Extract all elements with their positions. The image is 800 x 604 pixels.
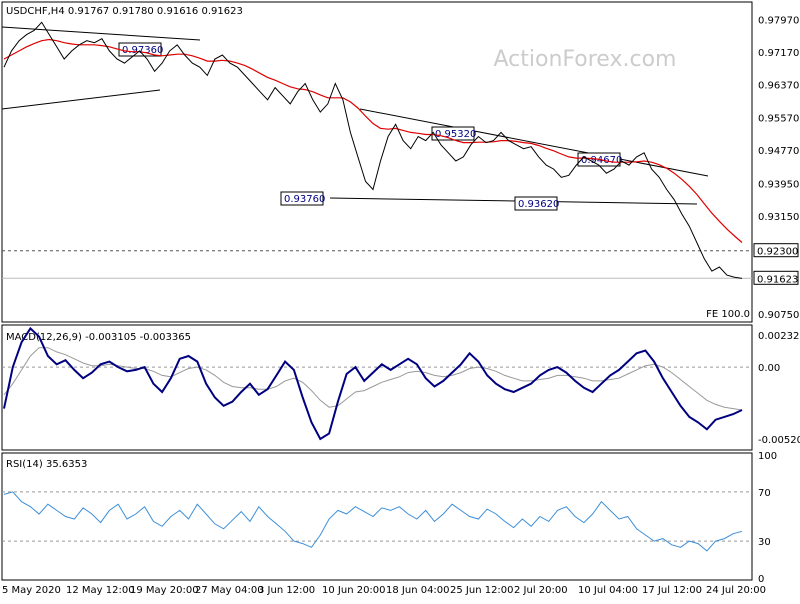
y-tick-label: 0.96370 — [758, 81, 799, 92]
annotation-0-93760: 0.93760 — [280, 191, 325, 206]
price-line — [3, 21, 743, 279]
watermark: ActionForex.com — [494, 47, 677, 72]
current-price-box — [753, 270, 799, 285]
level-price-label: 0.92300 — [757, 247, 798, 258]
rsi-title: RSI(14) 35.6353 — [6, 459, 87, 470]
macd-line — [3, 326, 743, 441]
price-y-axis: 0.97970 0.97170 0.96370 0.95570 0.94770 … — [758, 16, 799, 321]
annotation-0-95320: 0.95320 — [431, 126, 476, 141]
descending-trendline — [359, 108, 709, 177]
x-tick-label: 24 Jul 20:00 — [706, 585, 766, 596]
current-price-label: 0.91623 — [757, 274, 798, 285]
fe-label: FE 100.0 — [706, 309, 750, 320]
y-tick-label: 0.00 — [758, 363, 780, 374]
support-line — [329, 197, 698, 205]
macd-signal-line — [3, 347, 743, 411]
annotation-label: 0.95320 — [435, 129, 476, 140]
y-tick-label: 0.93950 — [758, 179, 799, 190]
rsi-line — [3, 491, 743, 552]
x-tick-label: 10 Jul 04:00 — [578, 585, 638, 596]
upper-channel-line — [1, 26, 201, 41]
x-tick-label: 12 May 12:00 — [66, 585, 135, 596]
x-tick-label: 18 Jun 04:00 — [386, 585, 450, 596]
x-tick-label: 10 Jun 20:00 — [322, 585, 386, 596]
y-tick-label: 70 — [758, 488, 771, 499]
x-axis: 5 May 2020 12 May 12:00 19 May 20:00 27 … — [2, 585, 766, 596]
x-tick-label: 27 May 04:00 — [195, 585, 264, 596]
annotation-0-93620: 0.93620 — [514, 196, 559, 211]
y-tick-label: 0.94770 — [758, 146, 799, 157]
x-tick-label: 25 Jun 12:00 — [450, 585, 514, 596]
y-tick-label: 30 — [758, 537, 771, 548]
x-tick-label: 2 Jul 20:00 — [514, 585, 568, 596]
level-price-box — [753, 243, 799, 258]
y-tick-label: 0.90750 — [758, 310, 799, 321]
x-tick-label: 17 Jul 12:00 — [642, 585, 702, 596]
y-tick-label: 0.97170 — [758, 48, 799, 59]
price-title: USDCHF,H4 0.91767 0.91780 0.91616 0.9162… — [6, 6, 243, 17]
y-tick-label: 0.002325 — [758, 331, 800, 342]
x-tick-label: 19 May 20:00 — [130, 585, 199, 596]
annotation-label: 0.93760 — [284, 194, 325, 205]
moving-average-line — [3, 38, 743, 243]
y-tick-label: 0.95570 — [758, 113, 799, 124]
annotation-0-97360: 0.97360 — [118, 42, 163, 57]
x-tick-label: 5 May 2020 — [2, 585, 61, 596]
y-tick-label: 100 — [758, 451, 777, 462]
price-panel-frame — [1, 1, 753, 323]
rsi-y-axis: 100 70 30 0 — [758, 451, 777, 585]
rsi-panel-frame — [1, 452, 753, 581]
y-tick-label: 0.97970 — [758, 16, 799, 27]
lower-channel-line — [1, 89, 161, 110]
annotation-label: 0.93620 — [518, 199, 559, 210]
annotation-label: 0.97360 — [122, 45, 163, 56]
macd-panel-frame — [1, 324, 753, 451]
macd-title: MACD(12,26,9) -0.003105 -0.003365 — [6, 332, 191, 343]
y-tick-label: 0 — [758, 574, 764, 585]
y-tick-label: 0.93150 — [758, 212, 799, 223]
x-tick-label: 3 Jun 12:00 — [258, 585, 315, 596]
